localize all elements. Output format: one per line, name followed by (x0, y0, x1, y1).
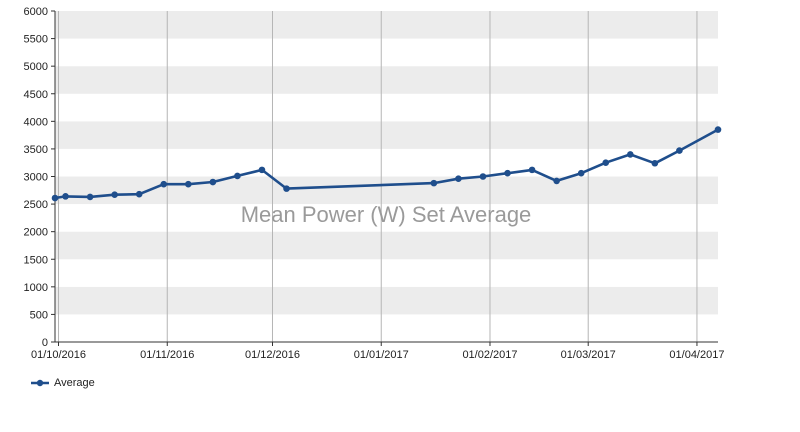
grid-band (55, 176, 718, 205)
grid-band (55, 259, 718, 287)
data-point-average (135, 190, 143, 198)
data-point-average (51, 194, 59, 202)
legend-swatch-average (31, 379, 49, 387)
y-tick-label: 1000 (24, 282, 48, 294)
legend-label-average: Average (54, 377, 95, 389)
data-point-average (111, 191, 118, 199)
grid-band (55, 11, 718, 39)
data-point-average (553, 177, 560, 185)
data-point-average (160, 180, 168, 188)
grid-band (55, 66, 718, 94)
legend: Average (30, 377, 95, 389)
grid-band (55, 204, 718, 232)
data-point-average (258, 166, 266, 174)
x-tick-label: 01/12/2016 (245, 349, 300, 361)
chart-title: Mean Power (W) Set Average (241, 202, 532, 227)
data-point-average (479, 173, 487, 180)
grid-band (55, 286, 718, 315)
y-tick-label: 4500 (24, 89, 48, 101)
data-point-average (676, 147, 683, 154)
grid-band (55, 231, 718, 260)
y-tick-label: 2000 (24, 227, 48, 239)
y-tick-label: 3000 (24, 172, 48, 184)
y-tick-label: 1500 (24, 254, 48, 266)
data-point-average (62, 193, 69, 200)
y-tick-label: 4000 (24, 116, 48, 128)
y-tick-label: 5000 (24, 61, 48, 73)
grid-band (55, 148, 718, 177)
x-tick-label: 01/01/2017 (354, 349, 409, 361)
y-tick-label: 0 (42, 337, 48, 349)
data-point-average (209, 178, 217, 186)
data-point-average (577, 169, 585, 177)
data-point-average (455, 175, 462, 183)
x-tick-label: 01/03/2017 (561, 349, 616, 361)
grid-band (55, 38, 718, 67)
y-tick-label: 6000 (24, 6, 48, 18)
data-point-average (430, 179, 438, 187)
data-point-average (714, 126, 722, 133)
grid-band (55, 121, 718, 149)
data-point-average (528, 166, 536, 174)
y-tick-label: 3500 (24, 144, 48, 156)
data-point-average (504, 169, 511, 177)
data-point-average (234, 172, 241, 180)
grid-band (55, 314, 718, 342)
data-point-average (185, 180, 192, 188)
x-tick-label: 01/10/2016 (31, 349, 86, 361)
y-tick-label: 2500 (24, 199, 48, 211)
data-point-average (602, 159, 610, 167)
x-tick-label: 01/04/2017 (669, 349, 724, 361)
y-tick-label: 500 (30, 309, 48, 321)
y-tick-label: 5500 (24, 34, 48, 46)
data-point-average (627, 151, 634, 158)
data-point-average (651, 159, 659, 167)
x-tick-label: 01/11/2016 (140, 349, 194, 361)
grid-band (55, 93, 718, 122)
x-tick-label: 01/02/2017 (462, 349, 517, 361)
data-point-average (86, 193, 94, 201)
data-point-average (283, 185, 290, 192)
